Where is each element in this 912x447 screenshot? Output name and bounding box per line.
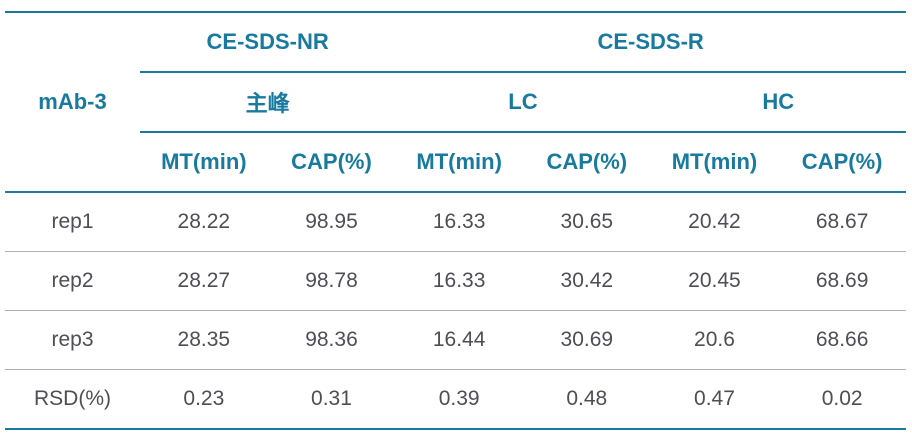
row-label-header-mab3: mAb-3: [5, 12, 140, 193]
sub-header-main-peak: 主峰: [140, 72, 396, 133]
table-cell: 16.33: [395, 251, 523, 311]
table-cell: 30.42: [522, 251, 651, 311]
table-cell: 98.95: [267, 192, 396, 252]
column-header-cap-hc: CAP(%): [778, 132, 906, 193]
table-cell: 20.42: [650, 192, 779, 252]
column-header-cap-nr: CAP(%): [267, 132, 396, 193]
column-header-mt-hc: MT(min): [650, 132, 779, 193]
table-cell: 30.65: [522, 192, 651, 252]
table-cell: 20.45: [650, 251, 779, 311]
table-row-group-headers: mAb-3 CE-SDS-NR CE-SDS-R: [5, 12, 906, 193]
table-cell: 0.48: [566, 387, 608, 410]
column-header-mt-nr: MT(min): [140, 132, 268, 193]
table-cell: 98.78: [267, 251, 396, 311]
row-label: rep3: [5, 310, 140, 370]
row-label: RSD(%): [34, 387, 111, 410]
sub-header-lc: LC: [395, 72, 651, 133]
data-table: mAb-3 CE-SDS-NR CE-SDS-R 主峰 LC HC MT(min…: [5, 11, 906, 430]
table-row-sub-headers: 主峰 LC HC: [5, 72, 906, 133]
table-cell: 0.23: [183, 387, 225, 410]
table-cell: 0.02: [821, 387, 863, 410]
table-row-rsd: RSD(%) 0.23 0.31 0.39 0.48 0.47 0.02: [5, 370, 906, 430]
table-cell: 20.6: [650, 310, 779, 370]
column-header-cap-lc: CAP(%): [522, 132, 651, 193]
row-label: rep2: [5, 251, 140, 311]
sub-header-hc: HC: [650, 72, 906, 133]
table-row-rep1: rep1 28.22 98.95 16.33 30.65 20.42 68.67: [5, 192, 906, 252]
table-row-column-headers: MT(min) CAP(%) MT(min) CAP(%) MT(min) CA…: [5, 132, 906, 193]
table-cell: 0.31: [311, 387, 352, 410]
table-cell: 16.33: [395, 192, 523, 252]
table-cell: 68.66: [778, 310, 906, 370]
table-cell: 16.44: [395, 310, 523, 370]
ce-sds-results-table: mAb-3 CE-SDS-NR CE-SDS-R 主峰 LC HC MT(min…: [5, 11, 906, 430]
column-header-mt-lc: MT(min): [395, 132, 523, 193]
table-row-rep2: rep2 28.27 98.78 16.33 30.42 20.45 68.69: [5, 251, 906, 311]
table-cell: 28.27: [140, 251, 268, 311]
table-cell: 68.69: [778, 251, 906, 311]
table-cell: 28.22: [140, 192, 268, 252]
group-header-ce-sds-nr: CE-SDS-NR: [140, 12, 396, 73]
table-cell: 28.35: [140, 310, 268, 370]
table-cell: 0.47: [694, 387, 735, 410]
row-label: rep1: [5, 192, 140, 252]
group-header-ce-sds-r: CE-SDS-R: [395, 12, 906, 73]
table-cell: 98.36: [267, 310, 396, 370]
table-cell: 68.67: [778, 192, 906, 252]
table-cell: 0.39: [438, 387, 480, 410]
table-row-rep3: rep3 28.35 98.36 16.44 30.69 20.6 68.66: [5, 310, 906, 370]
table-cell: 30.69: [522, 310, 651, 370]
